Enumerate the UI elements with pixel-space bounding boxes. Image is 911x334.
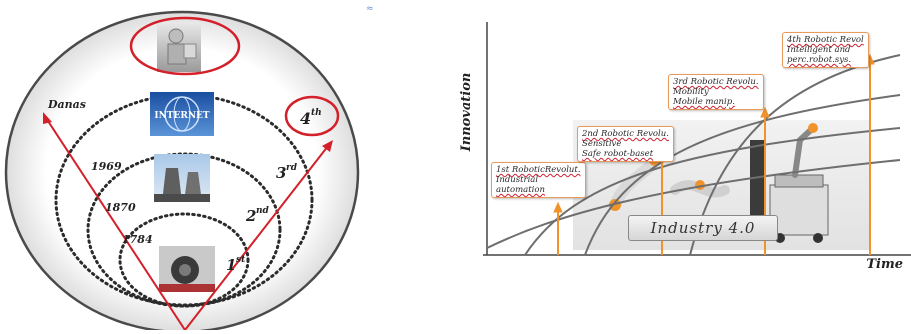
svg-text:2: 2: [245, 207, 256, 225]
rev-1st: 1 st: [226, 255, 246, 274]
internet-label: INTERNET: [154, 111, 210, 121]
label-danas: Danas: [47, 98, 86, 111]
industry-4-label: Industry 4.0: [650, 219, 756, 237]
svg-text:3: 3: [276, 164, 286, 182]
rev-2nd: 2 nd: [245, 206, 270, 225]
svg-text:th: th: [311, 108, 322, 118]
svg-text:nd: nd: [256, 206, 270, 216]
note-1st-revolution: 1st RoboticRevolut. Industrial automatio…: [491, 162, 586, 198]
svg-text:4: 4: [300, 109, 311, 128]
highlight-ellipse-robot: [129, 16, 241, 76]
note-2nd-revolution: 2nd Robotic Revolu. Sensitive Safe robot…: [577, 126, 674, 162]
note-4th-revolution: 4th Robotic Revol Intelligent and perc.r…: [782, 32, 869, 68]
x-axis-label: Time: [866, 257, 903, 272]
svg-text:1: 1: [226, 256, 236, 274]
steam-engine-image: [159, 246, 215, 292]
scribble-mark: ≈: [366, 4, 374, 14]
power-plant-image: [154, 154, 210, 202]
curve-1: [486, 159, 901, 249]
arrow-right-head: [322, 140, 333, 152]
innovation-timeline: Innovation Time 1st RoboticRevolut. Indu…: [455, 0, 911, 330]
arrow-right: [184, 145, 329, 331]
arrow-left-head: [43, 112, 52, 124]
arrow-left: [45, 117, 186, 331]
industry-4-label-box: Industry 4.0: [628, 215, 778, 241]
circle-diagram-svg: INTERNET Danas 1969 1870 1784 1 st: [4, 10, 360, 334]
y-axis-label: Innovation: [459, 73, 474, 153]
svg-text:st: st: [236, 255, 246, 265]
year-1969: 1969: [91, 160, 122, 173]
note-3rd-revolution: 3rd Robotic Revolu. Mobility Mobile mani…: [668, 74, 764, 110]
curve-3: [584, 94, 901, 256]
internet-image: INTERNET: [150, 92, 214, 136]
year-1784: 1784: [122, 233, 153, 246]
mobile-robot: [750, 123, 829, 243]
rev-3rd: 3 rd: [276, 163, 298, 182]
rev-4th: 4 th: [300, 108, 322, 128]
highlight-ellipse-4th: [284, 95, 340, 137]
ring-1: [118, 212, 250, 308]
robot-image: [157, 24, 201, 72]
year-1870: 1870: [105, 201, 136, 214]
revolutions-circle-diagram: INTERNET Danas 1969 1870 1784 1 st: [0, 0, 440, 334]
svg-text:rd: rd: [286, 163, 298, 173]
